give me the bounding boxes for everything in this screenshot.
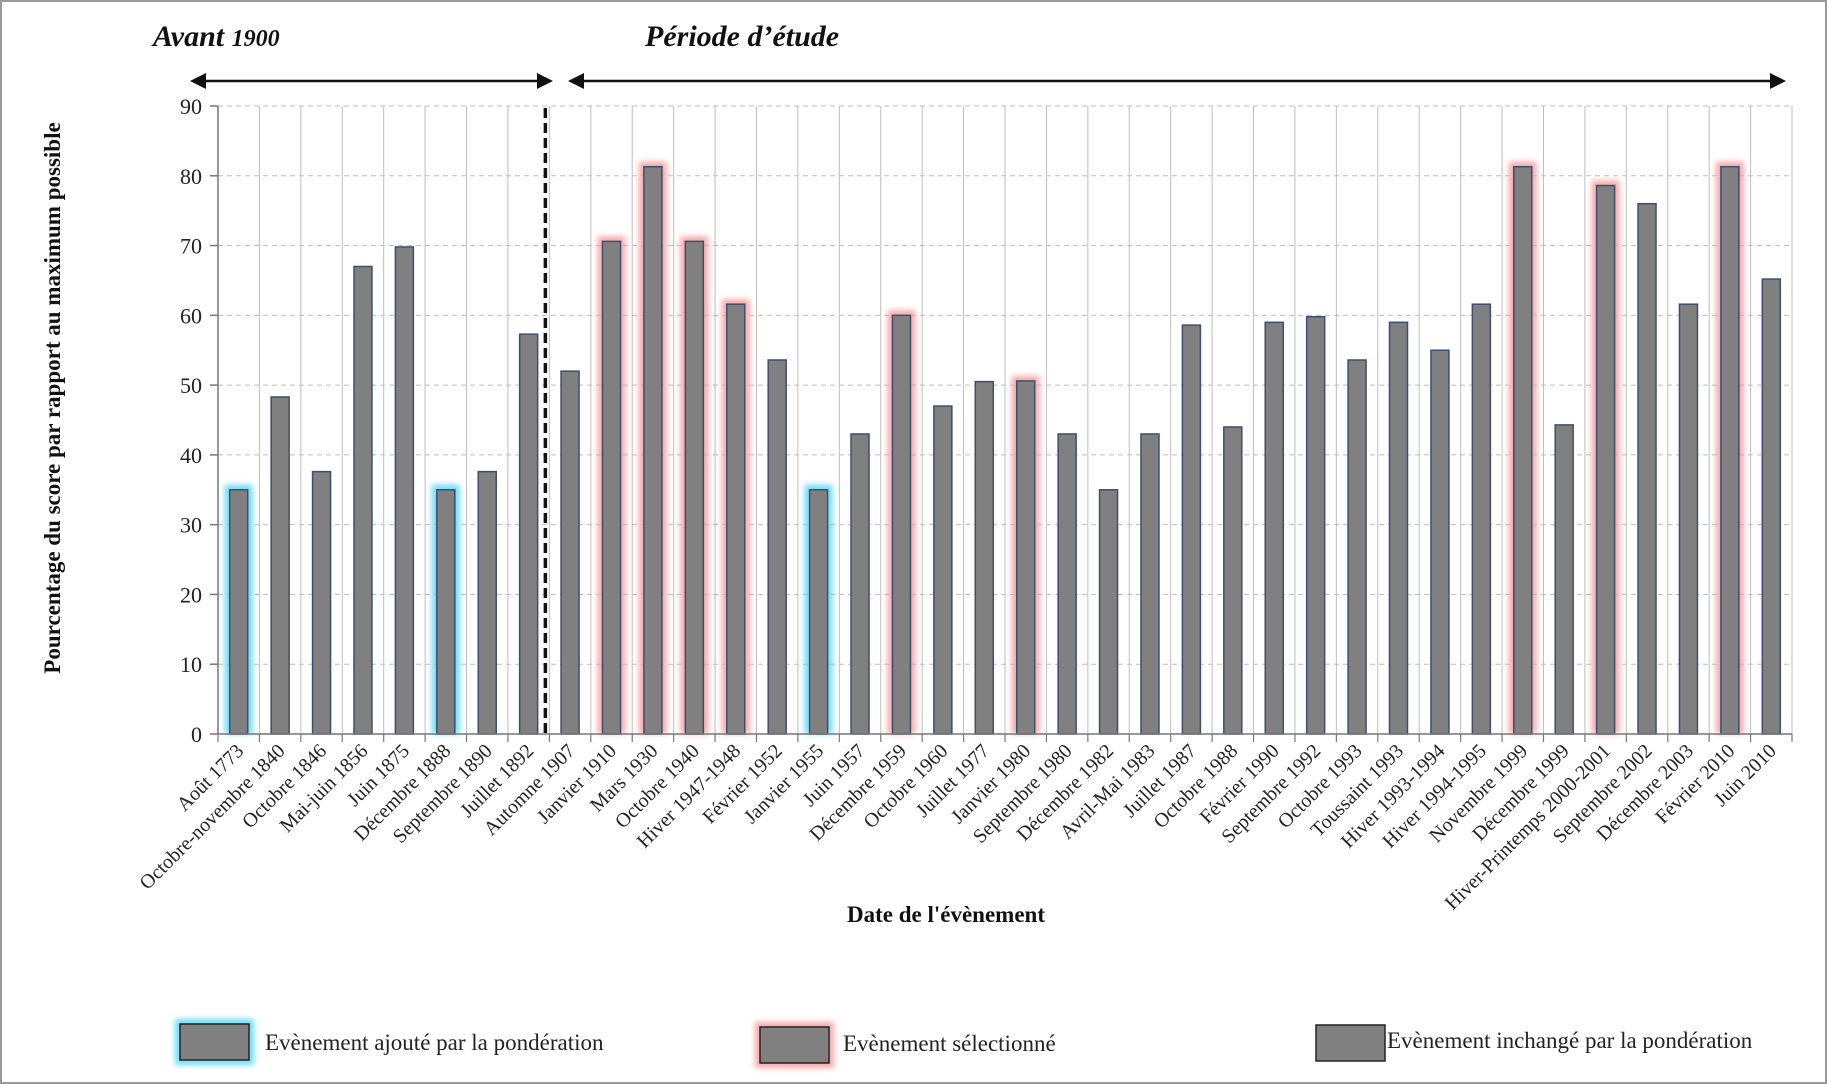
y-tick-label: 70 bbox=[180, 234, 202, 259]
bars bbox=[228, 165, 1782, 735]
bar bbox=[311, 470, 332, 735]
legend-swatch bbox=[1315, 1024, 1386, 1062]
bar bbox=[1181, 324, 1202, 735]
bar bbox=[1513, 165, 1533, 735]
bar bbox=[850, 433, 870, 735]
period-label: Avant 1900 bbox=[151, 20, 280, 53]
period-arrowhead-right bbox=[1770, 73, 1786, 89]
y-axis-title: Pourcentage du score par rapport au maxi… bbox=[40, 122, 65, 673]
bar bbox=[933, 405, 953, 735]
bar bbox=[228, 489, 249, 735]
bar bbox=[1720, 165, 1740, 735]
axes bbox=[217, 106, 1793, 742]
bar bbox=[270, 396, 290, 735]
x-axis-title: Date de l'évènement bbox=[847, 902, 1045, 927]
y-axis-ticks: 0 10 20 30 40 50 60 70 80 90 bbox=[180, 94, 218, 747]
bar bbox=[477, 470, 497, 735]
bar bbox=[726, 303, 746, 735]
bar bbox=[1305, 315, 1326, 735]
bar bbox=[1678, 303, 1699, 735]
period-arrowhead-left bbox=[568, 73, 584, 89]
period-label: Période d’étude bbox=[644, 20, 839, 53]
legend-label: Evènement inchangé par la pondération bbox=[1387, 1028, 1753, 1053]
bar bbox=[1347, 359, 1367, 735]
y-tick-label: 50 bbox=[180, 373, 202, 398]
y-tick-label: 20 bbox=[180, 582, 202, 607]
bar bbox=[436, 489, 456, 735]
bar bbox=[1471, 303, 1492, 735]
bar bbox=[767, 359, 787, 735]
period-arrowhead-left bbox=[190, 73, 206, 89]
bar bbox=[1761, 278, 1782, 735]
legend-swatch bbox=[179, 1023, 250, 1061]
legend: Evènement ajouté par la pondération Evène… bbox=[175, 1019, 1753, 1068]
bar bbox=[518, 333, 539, 735]
bar bbox=[1388, 321, 1409, 735]
bar bbox=[974, 380, 995, 735]
grid-lines bbox=[218, 105, 1793, 734]
bar bbox=[1554, 424, 1574, 735]
period-annotations: Avant 1900 Période d’étude bbox=[151, 20, 1786, 734]
y-tick-label: 0 bbox=[191, 722, 202, 747]
bar bbox=[643, 165, 663, 735]
bar bbox=[684, 240, 705, 735]
y-tick-label: 90 bbox=[180, 94, 202, 119]
bar bbox=[394, 246, 415, 735]
y-tick-label: 60 bbox=[180, 303, 202, 328]
period-arrowhead-right bbox=[537, 73, 553, 89]
bar bbox=[1098, 489, 1119, 735]
y-tick-label: 40 bbox=[180, 443, 202, 468]
bar bbox=[601, 240, 622, 735]
y-tick-label: 30 bbox=[180, 513, 202, 538]
bar bbox=[808, 489, 829, 735]
bar bbox=[1595, 184, 1616, 735]
y-tick-label: 80 bbox=[180, 164, 202, 189]
bar bbox=[1637, 202, 1657, 735]
legend-label: Evènement ajouté par la pondération bbox=[265, 1030, 604, 1055]
bar bbox=[560, 370, 580, 735]
bar bbox=[1430, 349, 1450, 735]
bar bbox=[353, 265, 373, 735]
bar bbox=[1015, 380, 1036, 735]
bar bbox=[891, 314, 912, 735]
legend-swatch bbox=[759, 1026, 830, 1064]
bar bbox=[1264, 321, 1284, 735]
bar bbox=[1140, 433, 1160, 735]
bar bbox=[1223, 426, 1243, 735]
legend-label: Evènement sélectionné bbox=[843, 1031, 1056, 1056]
y-tick-label: 10 bbox=[180, 652, 202, 677]
bar bbox=[1057, 433, 1077, 735]
